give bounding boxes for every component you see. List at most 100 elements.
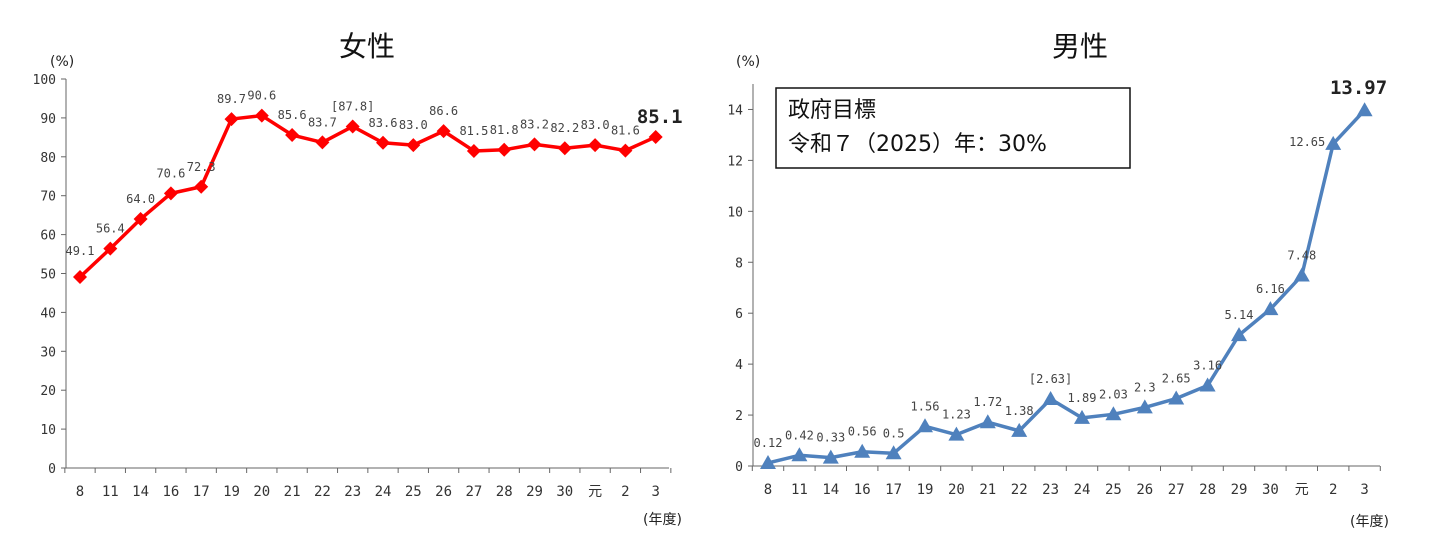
male-point (948, 426, 965, 441)
male-point (917, 418, 933, 433)
male-data-label: 5.14 (1225, 308, 1254, 322)
female-point (527, 137, 542, 152)
male-y-tick-label: 12 (727, 154, 743, 169)
female-y-tick-label: 10 (40, 423, 56, 438)
female-axes (65, 79, 669, 469)
female-x-tick-label: 29 (526, 484, 543, 500)
female-series-path (78, 113, 657, 279)
male-data-label: 13.97 (1330, 77, 1387, 99)
male-point (822, 449, 839, 464)
male-x-tick-label: 元 (1295, 482, 1309, 498)
female-point (315, 135, 330, 150)
male-data-label: 0.12 (754, 436, 783, 450)
female-data-label: 83.0 (399, 118, 428, 132)
male-data-labels: 0.120.42 0.33 0.56 0.5 1.561.231.721.38 [2.63… (754, 77, 1388, 450)
female-data-label: 83.7 (308, 115, 337, 129)
female-point (103, 241, 118, 256)
male-point (1074, 409, 1090, 424)
female-data-label: 86.6 (429, 104, 458, 118)
male-markers (760, 102, 1373, 469)
male-x-tick-label: 14 (822, 482, 839, 498)
female-data-label: 85.1 (637, 106, 683, 128)
female-x-tick-label: 11 (102, 484, 119, 500)
female-x-tick-label: 26 (435, 484, 452, 500)
female-data-label: 83.2 (520, 117, 549, 131)
male-x-tick-label: 25 (1105, 482, 1122, 498)
male-point (1293, 267, 1310, 282)
male-x-tick-label: 30 (1262, 482, 1279, 498)
female-point (497, 142, 512, 157)
female-data-label: 85.6 (278, 108, 307, 122)
male-x-tick-label: 27 (1168, 482, 1185, 498)
male-x-ticks: 8 11 14 16 17 19 20 21 22 23 24 25 26 27 28 29 30 元 2 3 (751, 466, 1381, 498)
female-point (285, 128, 300, 143)
female-x-tick-label: 2 (621, 484, 629, 500)
male-x-tick-label: 17 (885, 482, 902, 498)
female-y-tick-label: 20 (40, 384, 56, 399)
female-x-tick-label: 22 (314, 484, 331, 500)
male-point (1325, 135, 1342, 150)
female-y-tick-label: 50 (40, 268, 56, 283)
male-data-label: 1.72 (973, 395, 1002, 409)
female-point (557, 141, 572, 156)
female-point (648, 129, 663, 144)
male-point (854, 443, 871, 458)
female-y-tick-label: 70 (40, 190, 56, 205)
female-x-tick-label: 19 (223, 484, 240, 500)
male-point (1136, 399, 1153, 414)
male-data-label: 0.42 (785, 428, 814, 442)
male-x-tick-label: 8 (764, 482, 772, 498)
female-chart-title: 女性 (339, 30, 395, 63)
female-y-tick-label: 60 (40, 229, 56, 244)
female-data-labels: 49.156.4 64.070.6 72.3 89.7 90.685.683.7 [87.… (66, 89, 683, 258)
male-data-label: 1.23 (942, 408, 971, 422)
male-x-tick-label: 23 (1042, 482, 1059, 498)
female-data-label: 83.0 (581, 118, 610, 132)
female-x-tick-label: 16 (162, 484, 179, 500)
male-x-tick-label: 24 (1074, 482, 1091, 498)
female-y-tick-label: 30 (40, 345, 56, 360)
male-x-tick-label: 26 (1136, 482, 1153, 498)
female-data-label: 83.6 (369, 116, 398, 130)
male-y-tick-label: 6 (735, 307, 743, 322)
male-x-tick-label: 20 (948, 482, 965, 498)
male-data-label: 1.38 (1005, 404, 1034, 418)
male-x-tick-label: 11 (791, 482, 808, 498)
female-point (194, 179, 209, 194)
female-x-tick-label: 元 (588, 484, 602, 500)
annotation-box (775, 87, 1131, 169)
female-y-tick-label: 80 (40, 151, 56, 166)
female-y-tick-label: 90 (40, 112, 56, 127)
female-data-label: 56.4 (96, 222, 125, 236)
male-data-label: 3.16 (1193, 359, 1222, 373)
female-y-tick-label: 100 (33, 73, 56, 88)
male-y-tick-label: 14 (727, 103, 743, 118)
female-data-label: 49.1 (66, 244, 95, 258)
male-point (1168, 390, 1185, 405)
male-point (1231, 327, 1247, 342)
female-x-ticks: 8 11 14 16 17 19 20 21 22 23 24 25 26 27 28 29 30 元 2 3 (64, 468, 672, 500)
male-y-ticks: 0 2 4 6 8 10 12 14 (727, 103, 753, 475)
annotation-line-2: 令和７（2025）年：30% (788, 132, 1047, 157)
male-x-unit: (年度) (1350, 514, 1389, 530)
female-x-tick-label: 20 (253, 484, 270, 500)
male-x-tick-label: 2 (1329, 482, 1337, 498)
female-markers (73, 108, 663, 285)
female-x-tick-label: 21 (284, 484, 301, 500)
female-point (345, 119, 360, 134)
female-x-tick-label: 3 (651, 484, 659, 500)
male-y-tick-label: 2 (735, 409, 743, 424)
female-x-tick-label: 27 (465, 484, 482, 500)
male-data-label: 12.65 (1289, 135, 1325, 149)
male-x-tick-label: 21 (979, 482, 996, 498)
male-data-label: 1.56 (911, 399, 940, 413)
female-data-label: 70.6 (156, 166, 185, 180)
male-chart-title: 男性 (1052, 30, 1108, 63)
female-point (466, 143, 481, 158)
female-y-unit: (%) (50, 54, 74, 70)
female-point (436, 124, 451, 139)
male-data-label: 0.33 (816, 431, 845, 445)
male-point (1011, 422, 1028, 437)
male-data-label: 0.5 (883, 426, 905, 440)
